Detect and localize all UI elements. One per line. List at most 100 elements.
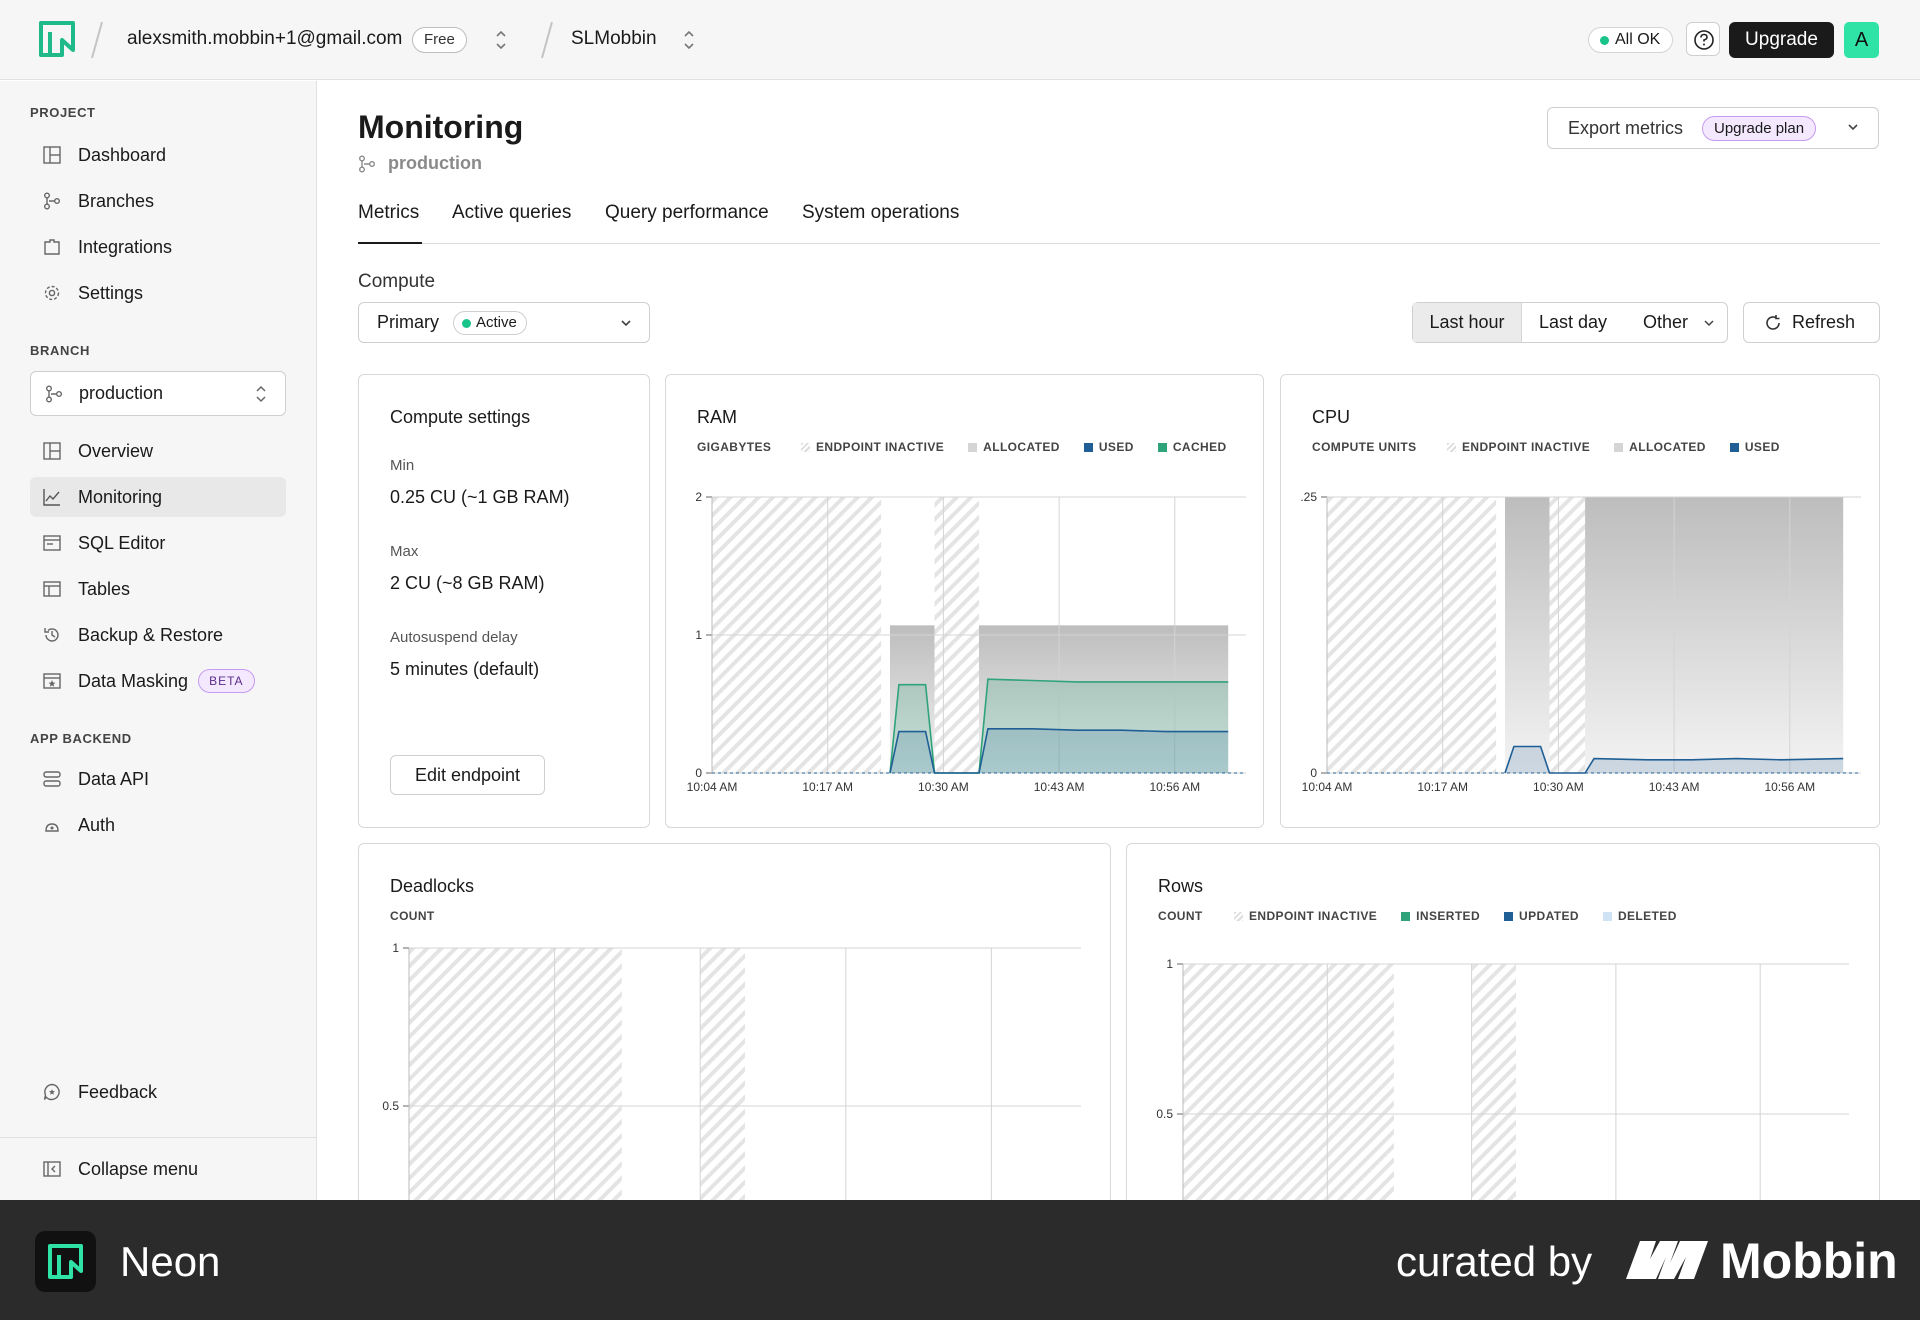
help-button[interactable]: [1686, 22, 1720, 56]
min-value: 0.25 CU (~1 GB RAM): [390, 487, 570, 507]
sidebar-item-sql-editor[interactable]: SQL Editor: [30, 523, 286, 563]
sidebar-item-branches[interactable]: Branches: [30, 181, 286, 221]
data-masking-icon: [43, 673, 61, 689]
project-section-label: PROJECT: [30, 105, 96, 120]
card-title: Compute settings: [390, 407, 531, 427]
branch-select[interactable]: production: [30, 371, 286, 416]
x-tick-label: 10:04 AM: [1302, 780, 1353, 794]
sidebar-item-settings[interactable]: Settings: [30, 273, 286, 313]
project-name[interactable]: SLMobbin: [571, 28, 657, 49]
x-tick-label: 10:43 AM: [1649, 780, 1700, 794]
auth-icon: [45, 823, 59, 832]
y-tick-label: 1: [1166, 957, 1173, 971]
sidebar-item-label: Settings: [78, 282, 144, 303]
sidebar-item-data-masking[interactable]: Data Masking BETA: [30, 661, 286, 701]
y-tick-label: .25: [1300, 490, 1317, 504]
chart-units: COUNT: [1158, 909, 1203, 923]
tab-system-operations[interactable]: System operations: [802, 202, 960, 223]
rows-chart-card: 0.5 1 Rows COUNT ENDPOINT INACTIVE INSERT…: [1126, 843, 1880, 1243]
avatar[interactable]: A: [1844, 22, 1879, 58]
range-last-day[interactable]: Last day: [1538, 312, 1608, 332]
sidebar-item-data-api[interactable]: Data API: [30, 759, 286, 799]
compute-select[interactable]: Primary Active: [358, 302, 650, 343]
project-switcher-icon[interactable]: [682, 27, 696, 53]
y-tick-label: 1: [392, 941, 399, 955]
range-last-hour[interactable]: Last hour: [1413, 303, 1522, 342]
status-badge[interactable]: All OK: [1588, 27, 1674, 53]
tab-active-queries[interactable]: Active queries: [452, 202, 572, 223]
footer-curated-by: curated by: [1396, 1238, 1593, 1285]
x-tick-label: 10:30 AM: [1533, 780, 1584, 794]
sidebar-item-monitoring[interactable]: Monitoring: [30, 477, 286, 517]
autosuspend-value: 5 minutes (default): [390, 659, 540, 679]
sidebar-item-dashboard[interactable]: Dashboard: [30, 135, 286, 175]
question-icon: [1694, 30, 1714, 50]
sql-editor-icon: [43, 535, 61, 551]
footer: Neon curated by Mobbin: [0, 1200, 1920, 1320]
sidebar-item-label: Dashboard: [78, 144, 167, 165]
upgrade-plan-badge[interactable]: Upgrade plan: [1702, 116, 1817, 141]
feedback-button[interactable]: Feedback: [30, 1072, 286, 1112]
x-tick-label: 10:17 AM: [1417, 780, 1468, 794]
top-bar: alexsmith.mobbin+1@gmail.com Free SLMobb…: [0, 0, 1920, 80]
range-other[interactable]: Other: [1623, 303, 1728, 342]
page-title: Monitoring: [358, 109, 524, 145]
inactive-range: [1549, 497, 1586, 773]
y-tick-label: 0: [1310, 766, 1317, 780]
sidebar-item-label: Tables: [78, 578, 131, 599]
separator-icon: [541, 22, 553, 58]
chart-legend: ENDPOINT INACTIVE ALLOCATED USED CACHED: [801, 440, 1227, 454]
series-area-used: [890, 728, 1229, 773]
chart-legend: ENDPOINT INACTIVE INSERTED UPDATED DELET…: [1234, 909, 1677, 923]
sidebar-item-integrations[interactable]: Integrations: [30, 227, 286, 267]
account-email[interactable]: alexsmith.mobbin+1@gmail.com: [127, 28, 403, 49]
inactive-range: [700, 948, 745, 1242]
sidebar-item-label: Branches: [78, 190, 155, 211]
footer-brand: Mobbin: [1720, 1233, 1898, 1289]
ram-chart-card: 0 1 2 10:04 AM 10:17 AM 10:30 AM 10:43 AM 10:56…: [665, 374, 1264, 828]
backend-section-label: APP BACKEND: [30, 731, 132, 746]
chart-units: GIGABYTES: [697, 440, 772, 454]
max-label: Max: [390, 543, 419, 560]
export-metrics-label: Export metrics: [1568, 118, 1684, 138]
upgrade-button[interactable]: Upgrade: [1729, 22, 1834, 58]
tab-bar: Metrics Active queries Query performance…: [358, 202, 1880, 244]
chevron-down-icon: [1848, 124, 1858, 131]
data-api-icon: [43, 771, 61, 787]
sidebar-item-auth[interactable]: Auth: [30, 805, 286, 845]
sidebar-item-label: SQL Editor: [78, 532, 166, 553]
compute-select-value: Primary: [377, 312, 439, 332]
branch-icon: [359, 155, 375, 173]
chart-title: Deadlocks: [390, 876, 475, 896]
y-tick-label: 2: [695, 490, 702, 504]
chart-title: Rows: [1158, 876, 1204, 896]
sidebar-item-overview[interactable]: Overview: [30, 431, 286, 471]
allocated-range: [1585, 497, 1844, 773]
tab-query-performance[interactable]: Query performance: [605, 202, 769, 223]
branch-icon: [46, 385, 62, 403]
sidebar-item-label: Integrations: [78, 236, 173, 257]
x-tick-label: 10:30 AM: [918, 780, 969, 794]
sidebar-item-backup-restore[interactable]: Backup & Restore: [30, 615, 286, 655]
x-tick-label: 10:17 AM: [802, 780, 853, 794]
collapse-menu-button[interactable]: Collapse menu: [30, 1149, 286, 1189]
account-switcher-icon[interactable]: [494, 27, 508, 53]
legend-item-inactive: ENDPOINT INACTIVE: [1447, 440, 1590, 454]
sidebar-item-tables[interactable]: Tables: [30, 569, 286, 609]
edit-endpoint-button[interactable]: Edit endpoint: [390, 755, 545, 795]
allocated-range: [1505, 497, 1550, 773]
allocated-range: [979, 625, 1229, 773]
export-metrics-button[interactable]: Export metrics Upgrade plan: [1547, 107, 1879, 149]
tables-icon: [43, 581, 61, 597]
legend-item-used: USED: [1083, 440, 1134, 454]
legend-item-inactive: ENDPOINT INACTIVE: [801, 440, 944, 454]
tab-metrics[interactable]: Metrics: [358, 202, 422, 244]
chevron-down-icon: [621, 320, 631, 327]
inactive-range: [1327, 497, 1497, 773]
chart-title: CPU: [1312, 407, 1351, 427]
series-area-cached: [890, 679, 1229, 773]
rows-chart: 0.51: [1156, 957, 1849, 1242]
refresh-button[interactable]: Refresh: [1743, 302, 1880, 343]
sidebar-item-label: Backup & Restore: [78, 624, 224, 645]
neon-logo[interactable]: [38, 20, 76, 58]
